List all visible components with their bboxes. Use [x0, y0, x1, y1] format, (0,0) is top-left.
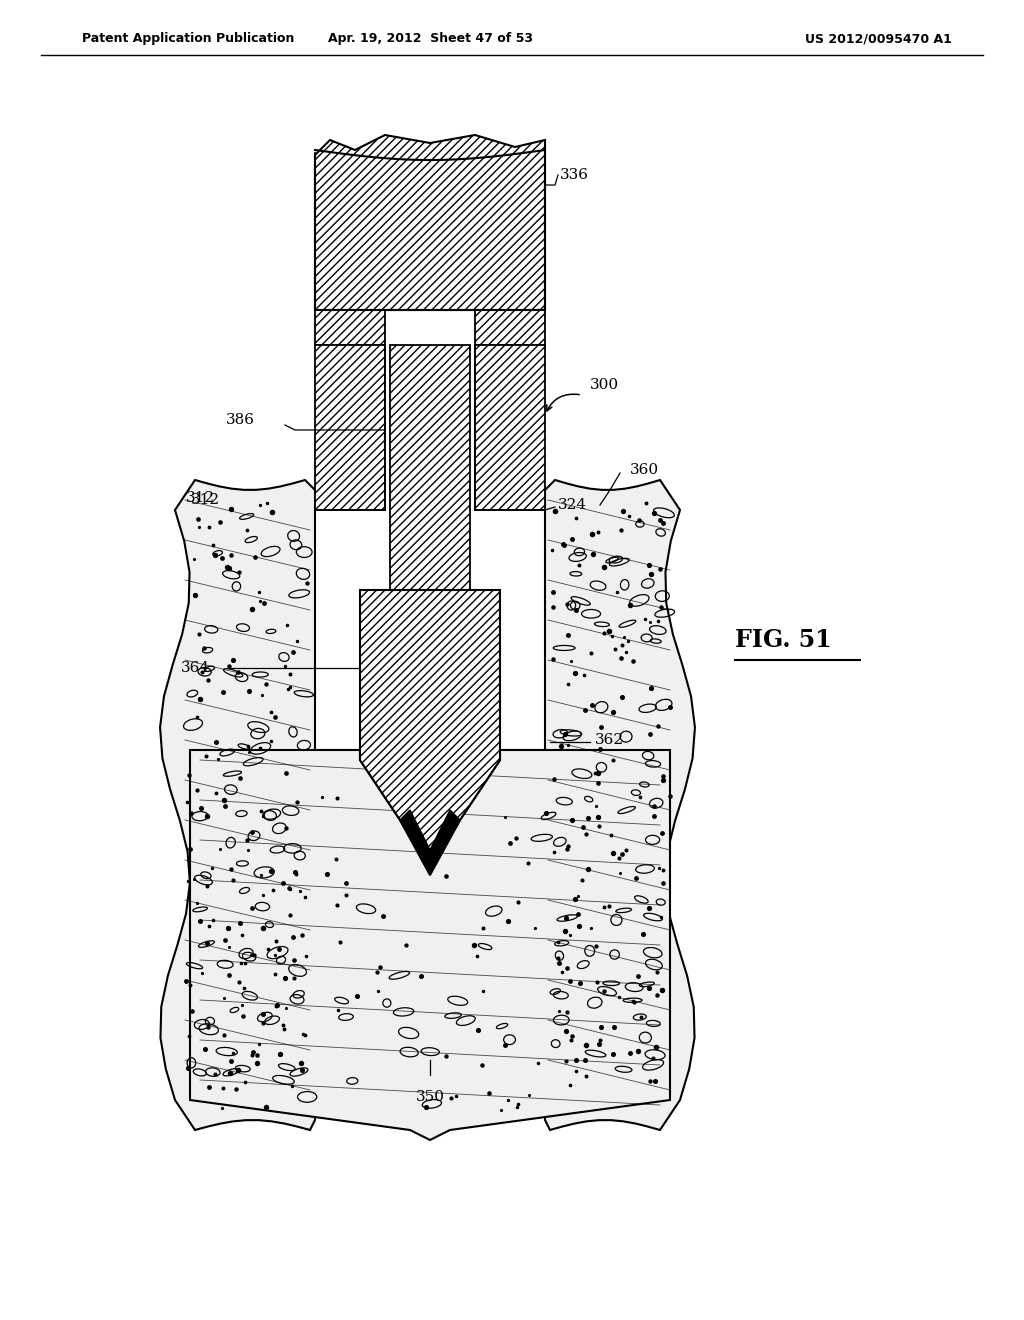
Polygon shape — [315, 345, 385, 510]
Polygon shape — [190, 750, 670, 1140]
Polygon shape — [160, 480, 315, 1130]
Text: 312: 312 — [190, 492, 220, 507]
Text: 350: 350 — [416, 1090, 444, 1104]
Text: US 2012/0095470 A1: US 2012/0095470 A1 — [806, 32, 952, 45]
Polygon shape — [475, 310, 545, 345]
Polygon shape — [315, 310, 385, 345]
Polygon shape — [360, 590, 500, 870]
Text: FIG. 51: FIG. 51 — [735, 628, 831, 652]
Polygon shape — [475, 345, 545, 510]
Polygon shape — [545, 480, 695, 1130]
Text: Patent Application Publication: Patent Application Publication — [82, 32, 294, 45]
Text: 360: 360 — [630, 463, 659, 477]
Text: Apr. 19, 2012  Sheet 47 of 53: Apr. 19, 2012 Sheet 47 of 53 — [328, 32, 532, 45]
Text: 364: 364 — [181, 661, 210, 675]
Text: 324: 324 — [558, 498, 587, 512]
Text: 300: 300 — [590, 378, 620, 392]
Text: 386: 386 — [226, 413, 255, 426]
Polygon shape — [400, 810, 460, 875]
Text: 312: 312 — [186, 491, 215, 506]
Text: 362: 362 — [595, 733, 624, 747]
Text: 336: 336 — [560, 168, 589, 182]
Polygon shape — [315, 135, 545, 310]
Polygon shape — [390, 345, 470, 590]
